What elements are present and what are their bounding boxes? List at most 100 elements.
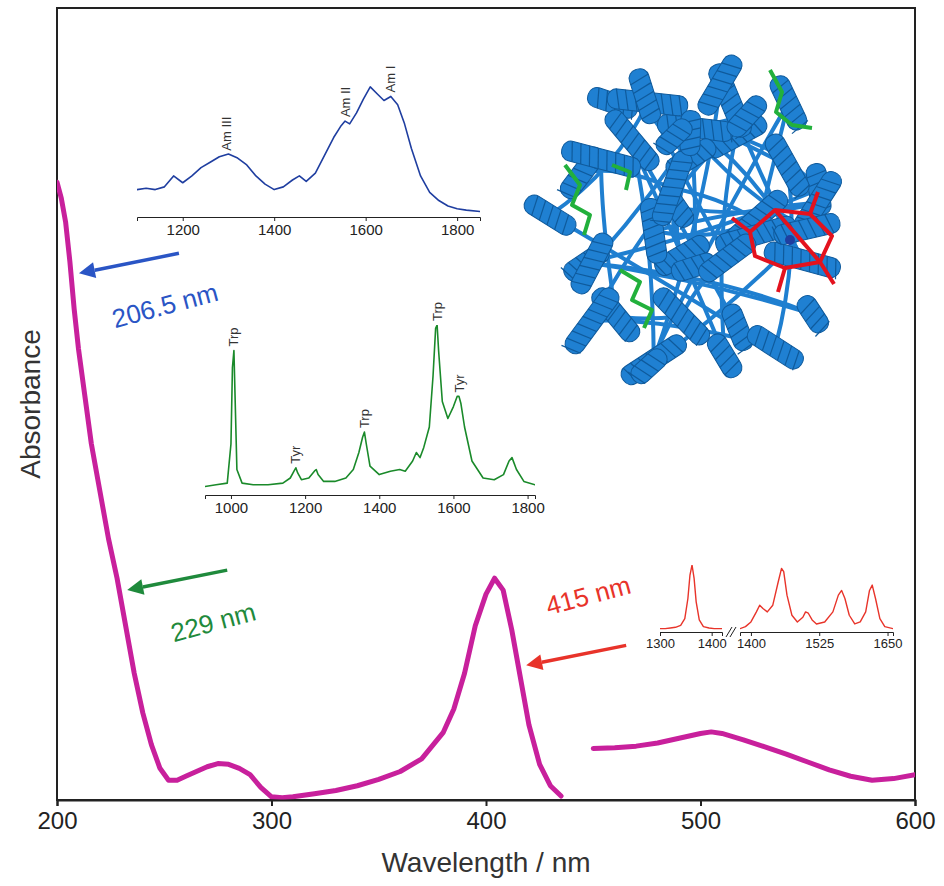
helix-body [649,284,713,349]
helix-turn [682,259,693,280]
helix-turn [779,244,789,265]
protein-helix [568,230,616,297]
axis-break-stroke [730,627,736,637]
helix-turn [656,199,677,211]
helix-turn [708,82,728,97]
side-chain [770,70,812,128]
helix-turn [578,320,597,336]
helix-turn [647,250,667,258]
helix-turn [543,205,558,225]
x-tick-label: 1400 [737,636,766,651]
protein-helix [723,92,770,141]
x-tick: 1300 [646,632,675,651]
helix-turn [572,327,591,343]
helix-turn [699,97,719,112]
helix-turn [588,305,607,321]
helix-turn [668,95,675,115]
arrow-label: 415 nm [542,570,634,621]
plot-area [137,87,480,212]
x-tick: 1600 [437,495,470,516]
x-tick-label: 1200 [167,221,200,238]
x-tick-mark [271,800,273,806]
helix-turn [729,118,747,135]
protein-helix [627,66,663,126]
heme-bond [778,268,785,292]
helix-turn [588,245,608,259]
helix-body [652,115,696,158]
protein-helix [650,149,695,228]
x-tick: 1200 [289,495,322,516]
x-tick-label: 500 [681,807,721,834]
helix-turn [680,145,700,151]
helix-turn [758,331,773,351]
helix-turn [665,173,686,185]
helix-turn [701,262,717,281]
helix-turn [729,325,749,337]
x-tick: 1650 [874,632,903,651]
helix-turn [580,261,600,275]
plot-frame [57,8,915,800]
helix-turn [653,207,674,219]
helix-body [695,52,746,119]
heme-bond [732,218,750,232]
protein-helix [561,284,622,357]
arrow-shaft [542,645,626,662]
helix-body [561,284,622,357]
spectrum-line [205,325,535,487]
helix-turn [693,328,711,346]
x-tick-mark [486,800,488,806]
peak-label: Am III [219,117,234,151]
helix-turn [635,91,656,102]
helix-turn [602,150,612,171]
x-tick: 1400 [363,495,396,516]
helix-turn [614,89,621,109]
helix-turn [576,269,596,283]
x-tick: 1600 [349,217,382,238]
x-axis-title: Wavelength / nm [381,847,590,878]
arrow-annotation: 206.5 nm [79,253,221,334]
x-axis: 1200140016001800 [138,217,481,238]
peak-label: Tyr [288,445,303,464]
helix-turn [770,242,780,263]
helix-turn [585,146,595,167]
helix-turn [561,341,580,357]
chart-panel: 1400 1525 1650 [737,568,903,651]
helix-turn [712,74,732,89]
x-tick-label: 1525 [805,636,834,651]
axis-break [726,627,736,637]
helix-body [794,292,833,336]
spectrum-line [660,565,722,629]
helix-turn [766,336,781,356]
helix-turn [773,341,788,361]
x-tick: 200 [37,800,77,834]
x-tick: 1200 [167,217,200,238]
helix-turn [535,201,550,221]
x-tick: 500 [681,800,721,834]
arrow-label: 206.5 nm [109,277,221,334]
protein-structure [521,52,845,388]
side-chain [565,165,590,235]
side-chain [612,165,630,190]
side-chain [620,270,652,328]
arrow-label: 229 nm [167,597,259,648]
protein-helix [627,345,671,388]
spectrum-line [740,568,893,628]
x-tick-label: 400 [466,807,506,834]
x-tick: 600 [895,800,935,834]
helix-body [627,66,663,126]
helix-turn [628,369,645,387]
helix-turn [722,309,742,321]
helix-turn [703,90,723,105]
y-axis-title: Absorbance [15,329,46,478]
spectrum-line [57,182,915,797]
arrow-annotation: 415 nm [526,570,634,670]
helix-turn [709,120,716,140]
x-tick: 1400 [258,217,291,238]
protein-helix [649,284,713,349]
helix-turn [599,291,618,307]
x-tick-label: 1200 [289,499,322,516]
helix-body [744,322,807,372]
x-tick-mark [915,800,917,806]
helix-turn [722,361,742,376]
helix-turn [622,325,641,342]
